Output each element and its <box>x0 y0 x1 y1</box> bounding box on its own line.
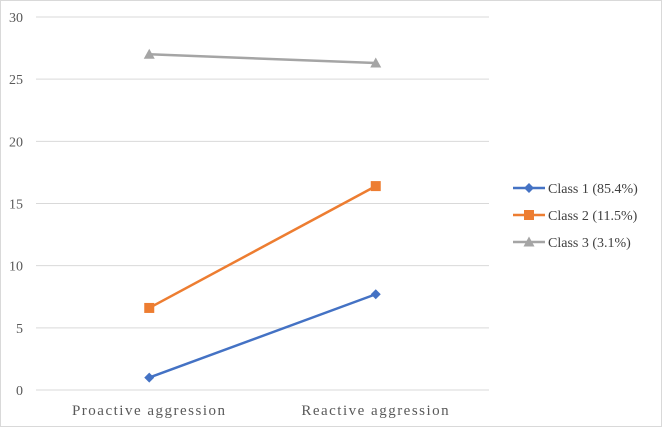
data-point <box>144 372 155 383</box>
series-line <box>148 293 377 379</box>
data-point <box>143 48 155 59</box>
y-axis-ticks: 0 5 10 15 20 25 30 <box>9 11 23 399</box>
x-axis-ticks: Proactive aggression Reactive aggression <box>72 403 450 419</box>
series-class-3 <box>143 48 382 68</box>
legend-item: Class 1 (85.4%) <box>513 182 638 197</box>
legend-label: Class 2 (11.5%) <box>548 209 638 224</box>
series-line <box>148 184 377 310</box>
data-point <box>370 289 381 300</box>
data-point <box>370 181 381 192</box>
data-point <box>370 57 382 68</box>
y-tick-label: 15 <box>9 198 23 213</box>
x-tick-label: Proactive aggression <box>72 403 227 419</box>
legend-label: Class 1 (85.4%) <box>548 182 638 197</box>
legend: Class 1 (85.4%) Class 2 (11.5%) Class 3 (3… <box>513 182 638 251</box>
legend-marker <box>524 210 534 220</box>
y-tick-label: 25 <box>9 73 23 88</box>
y-tick-label: 5 <box>16 322 23 337</box>
y-tick-label: 10 <box>9 260 23 275</box>
y-tick-label: 20 <box>9 135 23 150</box>
series-class-1 <box>144 289 381 383</box>
x-tick-label: Reactive aggression <box>301 403 450 419</box>
y-tick-label: 0 <box>16 384 23 399</box>
y-tick-label: 30 <box>9 11 23 26</box>
series-line <box>149 53 376 65</box>
legend-marker <box>523 236 535 247</box>
legend-label: Class 3 (3.1%) <box>548 236 631 251</box>
data-point <box>144 302 155 313</box>
legend-marker <box>524 183 534 193</box>
legend-item: Class 2 (11.5%) <box>513 209 638 224</box>
series-group <box>143 48 382 383</box>
series-class-2 <box>144 181 381 313</box>
legend-item: Class 3 (3.1%) <box>513 236 631 251</box>
gridlines <box>36 16 489 391</box>
